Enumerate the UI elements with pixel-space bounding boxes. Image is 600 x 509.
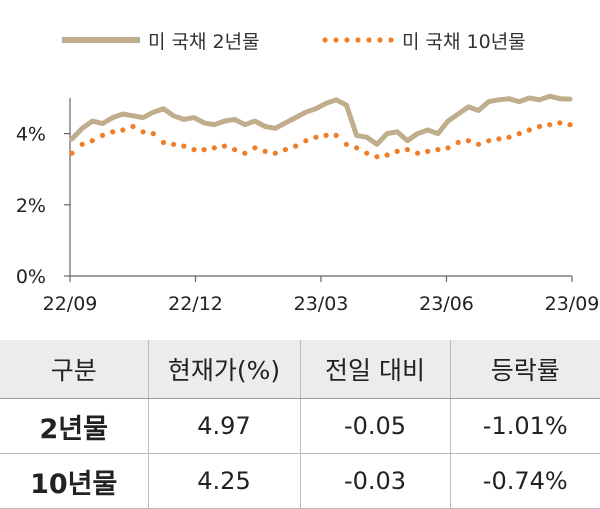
series-point-10y <box>89 138 95 144</box>
series-point-10y <box>120 127 126 133</box>
series-point-10y <box>567 122 573 128</box>
series-point-10y <box>445 145 451 151</box>
series-point-10y <box>232 147 238 153</box>
table-header-row: 구분 현재가(%) 전일 대비 등락률 <box>0 340 600 399</box>
series-point-10y <box>323 132 329 138</box>
cell-change: -0.03 <box>299 453 450 509</box>
series-point-10y <box>415 150 421 156</box>
series-point-10y <box>333 132 339 138</box>
series-point-10y <box>201 147 207 153</box>
x-tick-label: 23/09 <box>545 293 600 315</box>
header-category: 구분 <box>0 340 148 399</box>
series-point-10y <box>191 147 197 153</box>
x-tick-label: 23/06 <box>419 293 474 315</box>
yield-table: 구분 현재가(%) 전일 대비 등락률 2년물 4.97 -0.05 -1.01… <box>0 340 600 509</box>
legend-swatch-10y <box>322 37 394 43</box>
series-point-10y <box>343 141 349 147</box>
y-tick-label: 0% <box>16 266 46 288</box>
series-point-10y <box>536 123 543 130</box>
series-point-10y <box>557 120 563 126</box>
chart-axes <box>64 98 573 282</box>
chart-series <box>69 93 573 160</box>
series-point-10y <box>160 139 167 146</box>
table-row: 10년물 4.25 -0.03 -0.74% <box>0 453 600 509</box>
series-point-10y <box>404 147 410 153</box>
series-line-2y <box>69 93 573 147</box>
yield-line-chart: 0% 2% 4% 22/09 22/12 23/03 23/06 23/09 <box>16 93 600 315</box>
legend-swatch-2y <box>62 37 140 43</box>
chart-legend: 미 국채 2년물 미 국채 10년물 <box>0 22 600 58</box>
series-point-10y <box>150 131 156 137</box>
series-point-10y <box>547 122 553 128</box>
series-point-10y <box>354 145 360 151</box>
series-point-10y <box>211 145 217 151</box>
legend-label-2y: 미 국채 2년물 <box>148 30 260 53</box>
series-point-10y <box>171 141 177 147</box>
legend-label-10y: 미 국채 10년물 <box>402 30 526 53</box>
x-tick-label: 23/03 <box>294 293 349 315</box>
legend-item-10y: 미 국채 10년물 <box>322 22 526 58</box>
series-point-10y <box>516 131 522 137</box>
series-point-10y <box>293 143 299 149</box>
series-point-10y <box>99 132 106 138</box>
x-tick-label: 22/09 <box>43 293 98 315</box>
series-point-10y <box>506 134 512 140</box>
series-point-10y <box>181 143 187 149</box>
series-point-10y <box>130 123 136 130</box>
chart-tick-labels: 0% 2% 4% 22/09 22/12 23/03 23/06 23/09 <box>16 124 600 315</box>
header-rate: 등락률 <box>449 340 600 399</box>
cell-rate: -1.01% <box>449 398 600 454</box>
series-point-10y <box>252 145 258 151</box>
table-row: 2년물 4.97 -0.05 -1.01% <box>0 398 600 454</box>
series-point-10y <box>455 139 461 146</box>
series-point-10y <box>282 147 288 153</box>
cell-current: 4.25 <box>147 453 300 509</box>
series-point-10y <box>262 148 268 154</box>
cell-current: 4.97 <box>147 398 300 454</box>
header-current: 현재가(%) <box>147 340 300 399</box>
x-tick-label: 22/12 <box>168 293 223 315</box>
series-point-10y <box>394 148 400 154</box>
series-point-10y <box>425 148 431 154</box>
series-point-10y <box>221 143 227 149</box>
series-point-10y <box>110 129 116 135</box>
series-point-10y <box>486 138 492 144</box>
row-label: 10년물 <box>0 453 148 509</box>
series-point-10y <box>526 127 532 133</box>
series-point-10y <box>496 136 502 142</box>
y-tick-label: 4% <box>16 124 46 146</box>
series-point-10y <box>69 150 75 156</box>
header-change: 전일 대비 <box>299 340 450 399</box>
series-point-10y <box>79 141 85 147</box>
series-point-10y <box>140 129 146 135</box>
row-label: 2년물 <box>0 398 148 454</box>
series-point-10y <box>303 138 309 144</box>
series-point-10y <box>384 152 390 158</box>
series-point-10y <box>475 141 482 147</box>
series-point-10y <box>465 138 471 144</box>
series-point-10y <box>374 154 380 160</box>
series-point-10y <box>272 150 278 156</box>
cell-change: -0.05 <box>299 398 450 454</box>
series-point-10y <box>242 150 248 156</box>
series-point-10y <box>364 150 370 156</box>
series-point-10y <box>313 134 319 140</box>
cell-rate: -0.74% <box>449 453 600 509</box>
series-point-10y <box>435 147 441 153</box>
legend-item-2y: 미 국채 2년물 <box>62 22 260 58</box>
y-tick-label: 2% <box>16 195 46 217</box>
